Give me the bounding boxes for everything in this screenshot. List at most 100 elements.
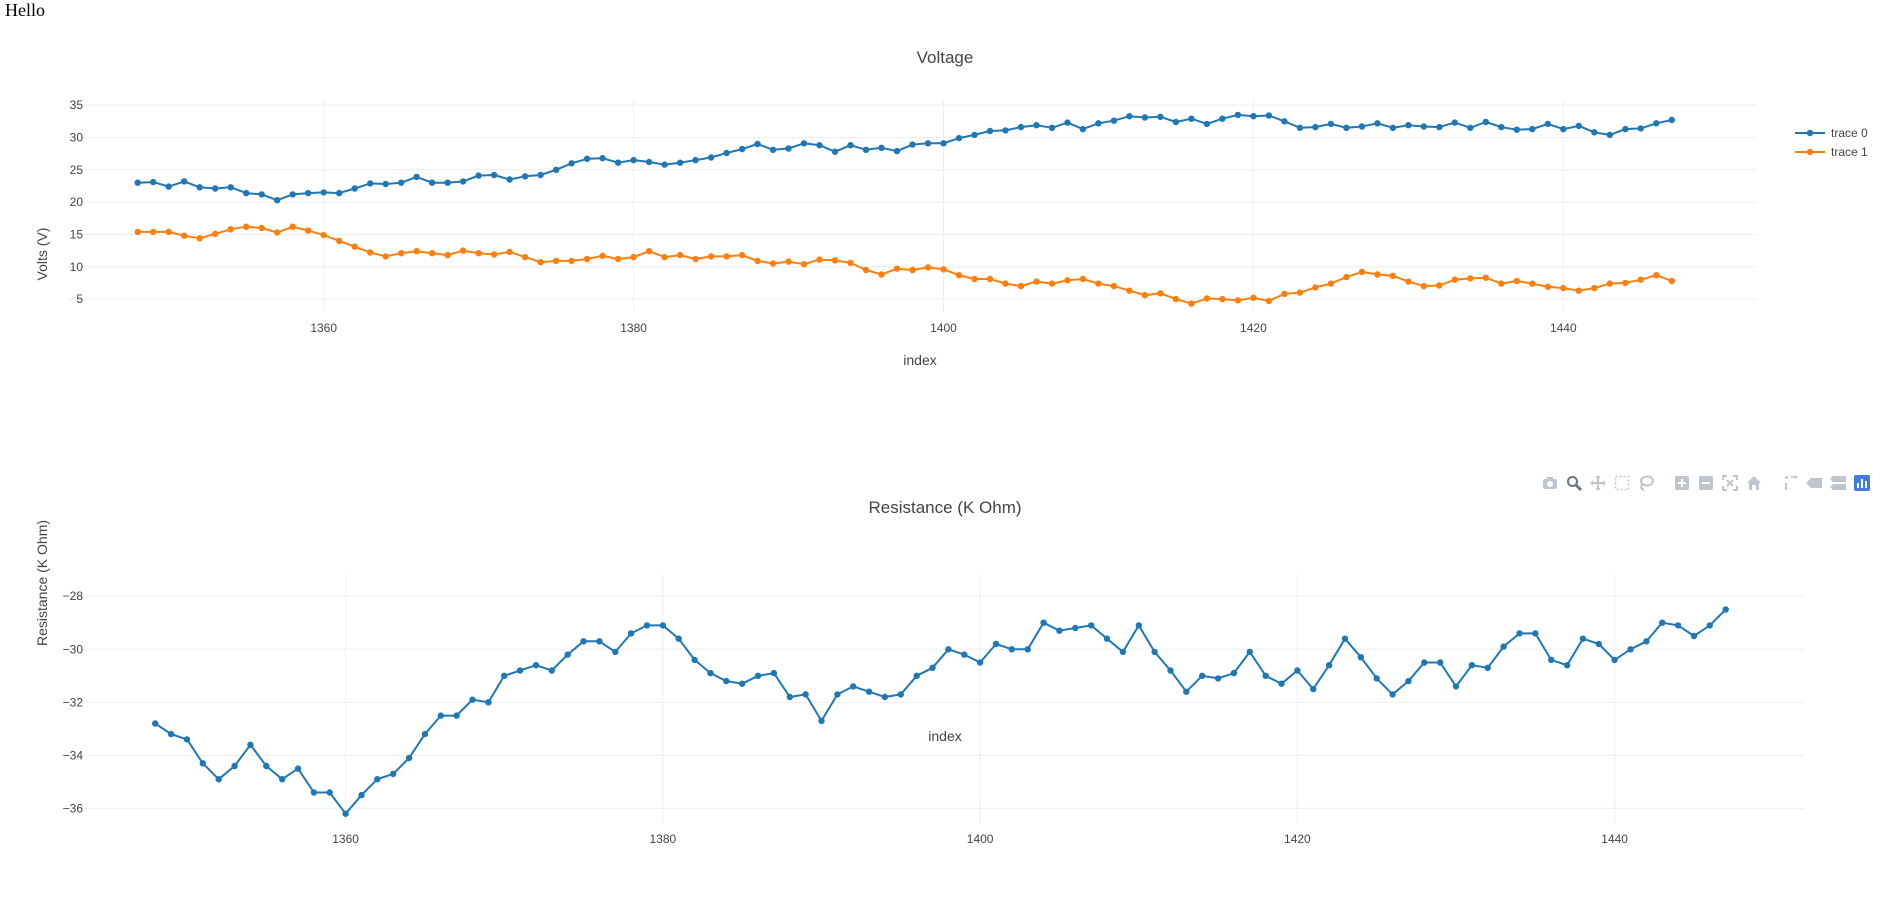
data-point[interactable] [818, 717, 825, 725]
data-point[interactable] [1544, 283, 1552, 290]
data-point[interactable] [1141, 114, 1149, 121]
data-point[interactable] [645, 158, 653, 166]
data-point[interactable] [537, 259, 544, 266]
data-point[interactable] [1064, 277, 1071, 284]
data-point[interactable] [1722, 606, 1729, 613]
data-point[interactable] [1219, 295, 1226, 303]
data-point[interactable] [1341, 635, 1349, 642]
data-point[interactable] [428, 250, 436, 257]
data-point[interactable] [1436, 123, 1443, 131]
hover-compare-icon[interactable] [1828, 473, 1848, 493]
data-point[interactable] [444, 251, 451, 259]
data-point[interactable] [1451, 119, 1459, 126]
data-point[interactable] [940, 140, 947, 147]
data-point[interactable] [258, 191, 265, 198]
data-point[interactable] [800, 140, 808, 147]
data-point[interactable] [1451, 276, 1459, 283]
data-point[interactable] [897, 691, 904, 698]
data-point[interactable] [1357, 654, 1365, 661]
data-point[interactable] [1637, 125, 1645, 132]
data-point[interactable] [1183, 688, 1190, 695]
data-point[interactable] [1579, 635, 1587, 642]
data-point[interactable] [1033, 122, 1040, 129]
data-point[interactable] [1591, 284, 1598, 292]
data-point[interactable] [294, 765, 302, 772]
data-point[interactable] [583, 155, 591, 162]
home-icon[interactable] [1744, 473, 1764, 493]
data-point[interactable] [367, 249, 374, 256]
data-point[interactable] [909, 141, 916, 148]
data-point[interactable] [521, 173, 529, 180]
data-point[interactable] [437, 712, 444, 719]
data-point[interactable] [986, 275, 994, 283]
data-point[interactable] [643, 622, 651, 629]
data-point[interactable] [1278, 680, 1285, 687]
data-point[interactable] [1296, 289, 1304, 296]
data-point[interactable] [1500, 643, 1507, 650]
data-point[interactable] [428, 179, 436, 186]
data-point[interactable] [627, 630, 635, 637]
data-point[interactable] [374, 776, 381, 783]
data-point[interactable] [1002, 280, 1009, 287]
data-point[interactable] [785, 258, 792, 265]
data-point[interactable] [1262, 672, 1269, 679]
data-point[interactable] [800, 261, 808, 268]
data-point[interactable] [1513, 277, 1521, 285]
data-point[interactable] [358, 791, 365, 799]
data-point[interactable] [816, 142, 823, 149]
data-point[interactable] [1203, 295, 1211, 302]
hover-closest-icon[interactable] [1804, 473, 1824, 493]
data-point[interactable] [1110, 117, 1118, 124]
data-point[interactable] [1690, 632, 1698, 640]
data-point[interactable] [1072, 624, 1079, 632]
data-point[interactable] [707, 669, 714, 677]
box-select-icon[interactable] [1612, 473, 1632, 493]
data-point[interactable] [802, 691, 809, 698]
data-point[interactable] [382, 180, 389, 188]
data-point[interactable] [831, 148, 839, 155]
data-point[interactable] [258, 224, 265, 232]
data-point[interactable] [1265, 297, 1273, 305]
data-point[interactable] [1126, 287, 1133, 294]
data-point[interactable] [1374, 120, 1381, 127]
data-point[interactable] [1002, 127, 1009, 134]
data-point[interactable] [552, 166, 560, 173]
data-point[interactable] [1563, 662, 1571, 669]
data-point[interactable] [243, 189, 250, 197]
data-point[interactable] [532, 662, 540, 669]
data-point[interactable] [212, 230, 219, 237]
data-point[interactable] [893, 147, 901, 155]
data-point[interactable] [1637, 276, 1645, 283]
data-point[interactable] [1230, 669, 1238, 677]
legend[interactable]: trace 0 trace 1 [1795, 126, 1868, 159]
data-point[interactable] [1421, 659, 1428, 666]
data-point[interactable] [865, 688, 873, 695]
data-point[interactable] [215, 776, 222, 783]
data-point[interactable] [506, 248, 513, 256]
data-point[interactable] [1420, 282, 1428, 290]
data-point[interactable] [1141, 292, 1149, 299]
data-point[interactable] [1653, 120, 1660, 127]
data-point[interactable] [150, 228, 157, 236]
data-point[interactable] [1056, 627, 1063, 634]
data-point[interactable] [501, 672, 508, 679]
data-point[interactable] [1234, 297, 1242, 304]
data-point[interactable] [305, 189, 312, 197]
data-point[interactable] [1250, 294, 1257, 301]
data-point[interactable] [310, 789, 318, 796]
data-point[interactable] [1017, 123, 1025, 131]
data-point[interactable] [630, 156, 637, 164]
data-point[interactable] [1234, 111, 1242, 119]
data-point[interactable] [955, 134, 963, 142]
data-point[interactable] [786, 693, 793, 701]
data-point[interactable] [165, 228, 172, 236]
data-point[interactable] [475, 172, 482, 179]
data-point[interactable] [1017, 282, 1025, 290]
data-point[interactable] [676, 251, 684, 259]
data-point[interactable] [1079, 275, 1087, 283]
data-point[interactable] [1622, 279, 1629, 287]
data-point[interactable] [1151, 648, 1158, 656]
data-point[interactable] [1126, 113, 1133, 120]
data-point[interactable] [691, 656, 698, 664]
data-point[interactable] [1203, 120, 1211, 128]
